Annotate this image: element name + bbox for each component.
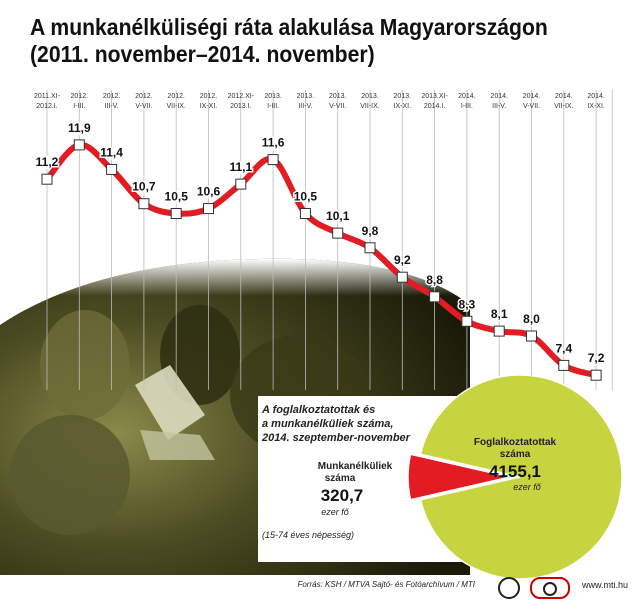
data-point-marker [461, 315, 473, 327]
value-label: 11,6 [262, 136, 285, 150]
pie-title-line-2: a munkanélküliek száma, [262, 418, 393, 430]
data-point-marker [364, 242, 376, 254]
data-point-marker [558, 359, 570, 371]
data-point-marker [267, 154, 279, 166]
data-point-marker [235, 178, 247, 190]
data-point-marker [526, 330, 537, 342]
period-label: 2012.I. [36, 103, 57, 110]
period-label: V-VII. [329, 103, 346, 110]
data-point-marker [170, 208, 182, 219]
period-label: 2014. [490, 93, 508, 100]
data-point-marker [138, 198, 150, 210]
unemployed-unit: ezer fő [321, 507, 350, 517]
value-label: 10,1 [326, 209, 350, 223]
data-point-marker [73, 139, 85, 151]
period-label: VII-IX. [166, 103, 186, 110]
period-label: 2013. [394, 93, 412, 100]
period-label: III-V. [105, 103, 119, 110]
value-label: 10,6 [197, 185, 221, 199]
period-label: V-VII. [135, 103, 152, 110]
period-label: I-III. [73, 103, 85, 110]
employed-label-line-1: Foglalkoztatottak [474, 437, 557, 448]
period-label: 2014. [458, 93, 476, 100]
pie-slice-employed [419, 374, 623, 580]
title-line-2: (2011. november–2014. november) [30, 41, 375, 67]
period-label: 2014.I. [424, 103, 445, 110]
period-label: 2014. [523, 93, 541, 100]
unemployed-label-line-2: száma [325, 473, 356, 484]
data-point-marker [493, 325, 505, 337]
mtva-logo-icon [498, 577, 520, 599]
background-photo [0, 258, 470, 575]
period-label: 2012. [200, 93, 218, 100]
data-point-marker [332, 227, 344, 239]
period-label: I-III. [267, 103, 279, 110]
period-label: 2013.XI- [421, 93, 448, 100]
title-line-1: A munkanélküliségi ráta alakulása Magyar… [30, 14, 548, 40]
pie-slice-unemployed [407, 453, 511, 501]
period-label: 2014. [555, 93, 573, 100]
value-label: 11,9 [68, 121, 91, 135]
data-point-marker [203, 203, 214, 215]
data-point-marker [106, 163, 118, 175]
value-label: 9,8 [362, 224, 379, 238]
data-point-marker [396, 271, 408, 283]
site-url: www.mti.hu [581, 580, 628, 590]
value-label: 10,7 [132, 180, 156, 194]
pie-title-line-3: 2014. szeptember-november [261, 432, 411, 444]
unemployed-label-line-1: Munkanélküliek [318, 461, 393, 472]
value-label: 7,2 [588, 351, 605, 365]
value-label: 8,8 [426, 273, 443, 287]
period-label: 2014. [587, 93, 605, 100]
period-label: 2011.XI- [34, 93, 61, 100]
period-label: 2013. [329, 93, 347, 100]
data-point-marker [41, 173, 53, 185]
period-label: VII-IX. [360, 103, 380, 110]
period-label: 2013. [361, 93, 379, 100]
data-point-marker [429, 291, 441, 303]
chart-title: A munkanélküliségi ráta alakulása Magyar… [30, 14, 564, 68]
unemployed-value: 320,7 [321, 486, 364, 505]
data-point-marker [590, 369, 602, 381]
value-label: 8,3 [459, 297, 476, 311]
pie-box: A foglalkoztatottak és a munkanélküliek … [258, 374, 623, 580]
employed-unit: ezer fő [513, 482, 542, 492]
value-label: 9,2 [394, 253, 411, 267]
period-label: IX-XI. [394, 103, 412, 110]
data-point-marker [299, 208, 311, 219]
period-label: 2012. [135, 93, 153, 100]
period-label: 2012. [167, 93, 185, 100]
value-label: 8,1 [491, 307, 508, 321]
employed-value: 4155,1 [489, 462, 541, 481]
footer: Forrás: KSH / MTVA Sajtó- és Fotóarchívu… [297, 577, 640, 599]
period-label: 2012. [103, 93, 121, 100]
mti-logo-icon [530, 577, 570, 599]
period-label: IX-XI. [200, 103, 218, 110]
period-label: III-V. [298, 103, 312, 110]
period-label: I-III. [461, 103, 473, 110]
period-label: 2013.I. [230, 103, 251, 110]
period-label: V-VII. [523, 103, 540, 110]
pie-title-line-1: A foglalkoztatottak és [261, 404, 375, 416]
value-label: 10,5 [165, 190, 189, 204]
period-label: 2012.XI- [228, 93, 255, 100]
value-label: 11,4 [100, 145, 123, 159]
value-label: 10,5 [294, 190, 318, 204]
period-label: VII-IX. [554, 103, 574, 110]
unemployment-rate-line [44, 141, 600, 379]
value-label: 7,4 [555, 341, 572, 355]
value-label: 8,0 [523, 312, 540, 326]
population-note: (15-74 éves népesség) [262, 530, 354, 540]
value-label: 11,1 [229, 160, 252, 174]
period-label: III-V. [492, 103, 506, 110]
period-label: 2013. [297, 93, 315, 100]
value-label: 11,2 [36, 155, 59, 169]
employed-label-line-2: száma [500, 449, 531, 460]
source-credit: Forrás: KSH / MTVA Sajtó- és Fotóarchívu… [297, 580, 475, 589]
period-label: 2012. [71, 93, 89, 100]
period-label: 2013. [264, 93, 282, 100]
period-label: IX-XI. [587, 103, 605, 110]
